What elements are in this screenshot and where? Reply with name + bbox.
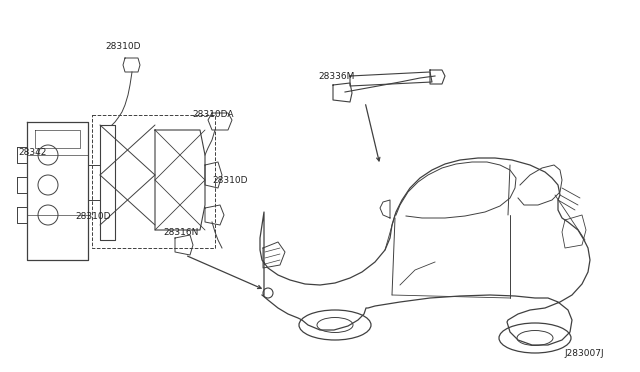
Text: 28310D: 28310D (212, 176, 248, 185)
Text: 28336M: 28336M (318, 72, 355, 81)
Text: 28310DA: 28310DA (192, 110, 234, 119)
Text: 28310D: 28310D (105, 42, 141, 51)
Text: 28316N: 28316N (163, 228, 198, 237)
Text: 28310D: 28310D (75, 212, 111, 221)
Text: 28342: 28342 (18, 148, 46, 157)
Text: J283007J: J283007J (564, 349, 604, 358)
